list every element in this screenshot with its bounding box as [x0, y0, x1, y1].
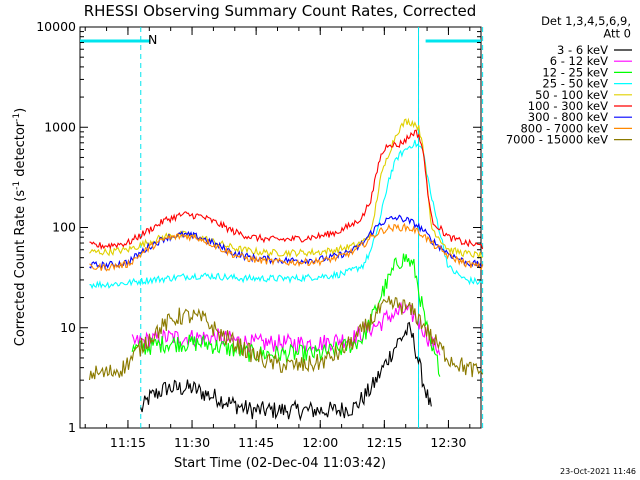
legend-header-1: Att 0	[603, 27, 631, 41]
series-line-2	[131, 253, 441, 377]
y-tick-label-2: 100	[52, 220, 76, 235]
y-label-exp2: -1	[12, 113, 22, 122]
y-label-exp1: -1	[12, 181, 22, 190]
x-tick-label-0: 11:15	[110, 435, 146, 450]
y-axis-label: Corrected Count Rate (s-1 detector-1)	[12, 108, 28, 346]
series-line-6	[89, 214, 484, 271]
guide-lines	[80, 27, 484, 428]
x-tick-label-5: 12:30	[430, 435, 466, 450]
annotation-n: N	[148, 32, 157, 47]
series-line-0	[140, 321, 432, 422]
x-tick-label-1: 11:30	[174, 435, 210, 450]
axes: 1 10 100 1000 10000 11:15 11:30 11:45 12:00 12:15…	[36, 19, 481, 450]
series-line-8	[88, 295, 484, 380]
legend-label-7: 800 - 7000 keV	[520, 121, 608, 135]
legend-label-2: 12 - 25 keV	[542, 65, 608, 79]
y-label-mid: detector	[13, 121, 28, 181]
legend-label-0: 3 - 6 keV	[557, 43, 608, 57]
series-line-4	[89, 117, 483, 259]
y-tick-label-0: 1	[68, 420, 76, 435]
y-tick-label-4: 10000	[36, 19, 76, 34]
y-tick-label-3: 1000	[44, 119, 76, 134]
series-line-5	[89, 129, 484, 251]
series-layer	[88, 117, 484, 422]
y-label-end: )	[13, 108, 28, 113]
series-line-7	[89, 222, 484, 272]
x-tick-label-2: 11:45	[238, 435, 274, 450]
series-line-1	[131, 301, 441, 356]
legend-label-3: 25 - 50 keV	[542, 77, 608, 91]
x-axis-label: Start Time (02-Dec-04 11:03:42)	[174, 456, 386, 471]
series-line-3	[89, 139, 483, 290]
chart-title: RHESSI Observing Summary Count Rates, Co…	[84, 2, 477, 20]
y-tick-label-1: 10	[60, 320, 76, 335]
legend-label-5: 100 - 300 keV	[528, 99, 608, 113]
legend-label-8: 7000 - 15000 keV	[506, 133, 608, 147]
y-label-main: Corrected Count Rate (s	[13, 190, 28, 347]
timestamp: 23-Oct-2021 11:46	[560, 467, 636, 476]
legend-header-0: Det 1,3,4,5,6,9,	[541, 14, 631, 28]
legend-label-4: 50 - 100 keV	[535, 88, 608, 102]
x-tick-label-4: 12:15	[366, 435, 402, 450]
legend-label-6: 300 - 800 keV	[528, 110, 608, 124]
x-tick-label-3: 12:00	[302, 435, 338, 450]
legend-label-1: 6 - 12 keV	[550, 54, 608, 68]
